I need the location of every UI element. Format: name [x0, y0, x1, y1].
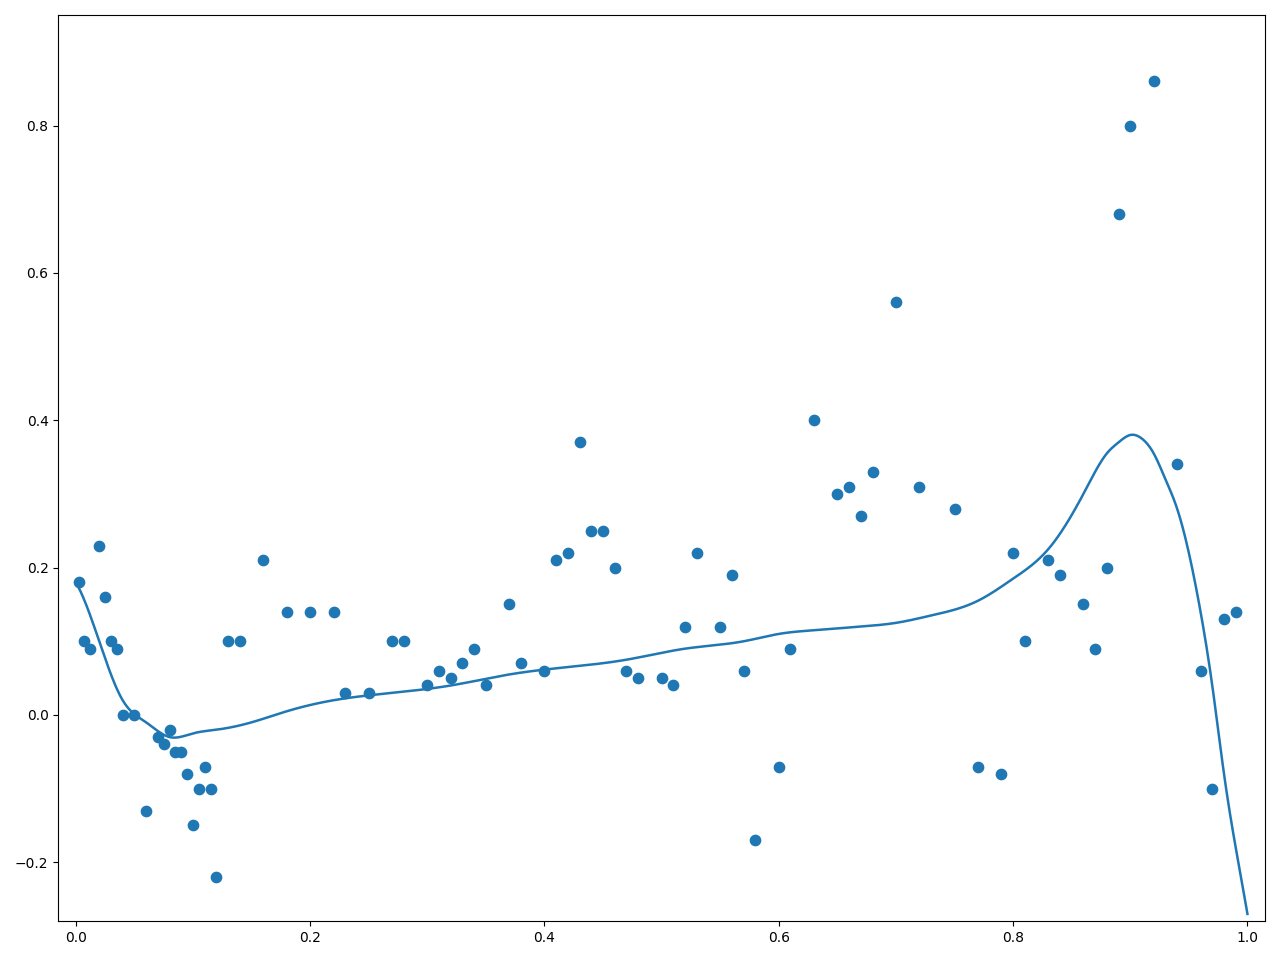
- Point: [429, 663, 449, 679]
- Point: [394, 634, 415, 649]
- Point: [886, 295, 906, 310]
- Point: [101, 634, 122, 649]
- Point: [200, 781, 220, 797]
- Point: [581, 523, 602, 539]
- Point: [511, 656, 531, 671]
- Point: [300, 604, 320, 619]
- Point: [733, 663, 754, 679]
- Point: [218, 634, 238, 649]
- Point: [745, 832, 765, 848]
- Point: [183, 818, 204, 833]
- Point: [95, 589, 115, 605]
- Point: [463, 641, 484, 657]
- Point: [628, 670, 649, 685]
- Point: [79, 641, 100, 657]
- Point: [276, 604, 297, 619]
- Point: [136, 804, 156, 819]
- Point: [604, 560, 625, 575]
- Point: [90, 538, 110, 553]
- Point: [968, 758, 988, 774]
- Point: [1143, 74, 1164, 89]
- Point: [106, 641, 127, 657]
- Point: [909, 479, 929, 494]
- Point: [1202, 781, 1222, 797]
- Point: [499, 597, 520, 612]
- Point: [381, 634, 402, 649]
- Point: [652, 670, 672, 685]
- Point: [172, 744, 192, 759]
- Point: [945, 501, 965, 516]
- Point: [1225, 604, 1245, 619]
- Point: [154, 736, 174, 752]
- Point: [1085, 641, 1106, 657]
- Point: [570, 435, 590, 450]
- Point: [476, 678, 497, 693]
- Point: [838, 479, 859, 494]
- Point: [74, 634, 95, 649]
- Point: [593, 523, 613, 539]
- Point: [1073, 597, 1093, 612]
- Point: [547, 553, 567, 568]
- Point: [781, 641, 801, 657]
- Point: [991, 766, 1011, 781]
- Point: [558, 545, 579, 561]
- Point: [663, 678, 684, 693]
- Point: [1108, 206, 1129, 222]
- Point: [686, 545, 707, 561]
- Point: [1190, 663, 1211, 679]
- Point: [534, 663, 554, 679]
- Point: [675, 619, 695, 635]
- Point: [147, 730, 168, 745]
- Point: [616, 663, 636, 679]
- Point: [113, 708, 133, 723]
- Point: [159, 722, 179, 737]
- Point: [188, 781, 209, 797]
- Point: [335, 685, 356, 701]
- Point: [1167, 457, 1188, 472]
- Point: [229, 634, 250, 649]
- Point: [722, 567, 742, 583]
- Point: [850, 509, 870, 524]
- Point: [417, 678, 438, 693]
- Point: [827, 487, 847, 502]
- Point: [768, 758, 788, 774]
- Point: [195, 758, 215, 774]
- Point: [804, 413, 824, 428]
- Point: [710, 619, 731, 635]
- Point: [1120, 118, 1140, 133]
- Point: [440, 670, 461, 685]
- Point: [863, 464, 883, 479]
- Point: [177, 766, 197, 781]
- Point: [206, 870, 227, 885]
- Point: [1050, 567, 1070, 583]
- Point: [165, 744, 186, 759]
- Point: [1002, 545, 1023, 561]
- Point: [124, 708, 145, 723]
- Point: [1213, 612, 1234, 627]
- Point: [69, 575, 90, 590]
- Point: [253, 553, 274, 568]
- Point: [1038, 553, 1059, 568]
- Point: [1015, 634, 1036, 649]
- Point: [324, 604, 344, 619]
- Point: [1097, 560, 1117, 575]
- Point: [452, 656, 472, 671]
- Point: [358, 685, 379, 701]
